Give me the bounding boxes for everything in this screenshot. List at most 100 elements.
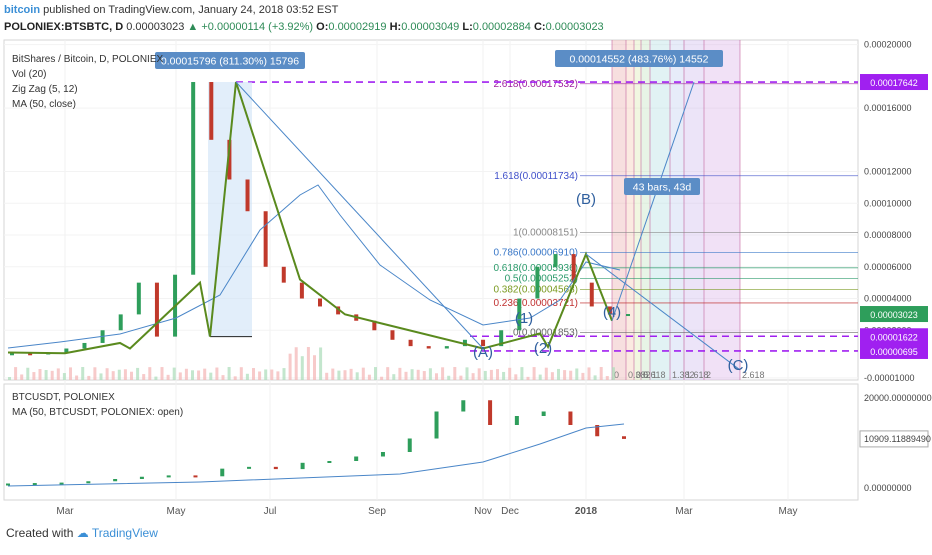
footer: Created with ☁ TradingView <box>6 526 158 540</box>
fib-time-zone <box>634 40 641 380</box>
price-candle <box>281 266 286 283</box>
open-value: 0.00002919 <box>328 21 387 33</box>
volume-bar <box>496 369 499 380</box>
btc-candle <box>139 476 144 479</box>
volume-bar <box>587 367 591 380</box>
volume-bar <box>398 367 402 380</box>
x-tick-label: 2018 <box>575 506 598 517</box>
btc-candle <box>166 475 171 478</box>
volume-bar <box>447 375 451 380</box>
tradingview-brand[interactable]: TradingView <box>91 526 158 540</box>
volume-bar <box>459 375 463 380</box>
btc-candle <box>6 483 10 486</box>
volume-bar <box>87 375 91 380</box>
volume-bar <box>581 372 585 380</box>
legend-main-item: MA (50, close) <box>12 99 76 110</box>
wave-label: (A) <box>473 344 493 361</box>
author-name[interactable]: bitcoin <box>4 4 41 16</box>
low-label: L: <box>462 21 473 33</box>
btc-candle <box>461 400 466 412</box>
btc-candle <box>354 456 359 461</box>
volume-bar <box>32 372 36 380</box>
high-value: 0.00003049 <box>401 21 460 33</box>
price-candle <box>589 282 594 307</box>
price-change: +0.00000114 (+3.92%) <box>201 21 314 33</box>
price-candle <box>372 320 377 331</box>
fib-level-label: 0(0.00001853) <box>513 328 578 339</box>
volume-bar <box>532 367 536 380</box>
fib-time-label: 1.618 <box>686 370 709 380</box>
btc-candle <box>514 416 519 425</box>
fib-level-label: 2.618(0.00017532) <box>493 79 578 90</box>
measure-label: 0.00015796 (811.30%) 15796 <box>161 56 299 68</box>
measure-label: 0.00014552 (483.76%) 14552 <box>570 54 709 66</box>
price-candle <box>444 346 449 349</box>
ma-line <box>7 184 621 349</box>
volume-bar <box>56 368 60 380</box>
price-candle <box>553 254 558 267</box>
fib-level-label: 1.618(0.00011734) <box>494 171 578 182</box>
volume-bar <box>123 369 127 380</box>
projection-line <box>611 81 695 321</box>
btc-ma-line <box>7 423 625 487</box>
x-tick-label: Dec <box>501 506 519 517</box>
volume-bar <box>422 371 426 380</box>
volume-bar <box>380 376 384 380</box>
wave-label: (2) <box>534 340 552 357</box>
price-candle <box>118 314 123 331</box>
fib-time-zone <box>626 40 634 380</box>
volume-bar <box>221 375 225 380</box>
volume-bar <box>178 372 182 380</box>
x-tick-label: May <box>167 506 186 517</box>
fib-time-label: 1 <box>652 370 657 380</box>
volume-bar <box>20 374 24 380</box>
volume-bar <box>593 375 597 380</box>
volume-bar <box>75 375 79 380</box>
volume-bar <box>331 368 335 380</box>
fib-time-zone <box>641 40 650 380</box>
volume-bar <box>349 368 353 380</box>
volume-bar <box>435 373 438 380</box>
price-candle <box>390 330 395 340</box>
measure-label-bg <box>155 52 305 69</box>
btc-candle <box>113 479 118 482</box>
volume-bar <box>300 356 304 380</box>
volume-bar <box>93 367 97 380</box>
volume-bar <box>386 367 390 380</box>
price-candle <box>517 298 522 331</box>
price-candle <box>408 339 413 347</box>
price-candle <box>28 353 33 356</box>
volume-bar <box>325 372 329 380</box>
volume-bar <box>374 367 377 380</box>
volume-bar <box>99 373 103 380</box>
volume-bar <box>154 376 158 380</box>
volume-bar <box>319 347 323 380</box>
volume-bar <box>502 371 506 380</box>
price-label-bg <box>860 74 928 91</box>
legend-main-item: BitShares / Bitcoin, D, POLONIEX <box>12 54 163 65</box>
btc-candle <box>300 462 305 470</box>
btc-candle <box>434 411 439 439</box>
volume-bar <box>410 369 414 380</box>
volume-bar <box>306 347 310 380</box>
price-candle <box>499 330 504 347</box>
trend-line <box>585 253 741 371</box>
fib-time-zone <box>670 40 684 380</box>
volume-bar <box>136 367 140 380</box>
btc-candle <box>568 411 573 425</box>
btc-candle <box>488 400 493 425</box>
y-tick-label: 0.00012000 <box>864 167 912 177</box>
high-label: H: <box>389 21 402 33</box>
fib-time-label: 0.5 <box>636 370 649 380</box>
fib-level-label: 0.786(0.00006910) <box>493 247 578 258</box>
price-candle <box>626 314 630 317</box>
x-tick-label: Nov <box>474 506 492 517</box>
legend-main-item: Vol (20) <box>12 69 46 80</box>
volume-bar <box>160 367 164 380</box>
price-candle <box>481 339 486 347</box>
btc-candle <box>595 425 600 437</box>
volume-bar <box>38 369 42 380</box>
btc-candle <box>247 466 252 469</box>
y-tick-label: 0.00008000 <box>864 230 912 240</box>
volume-bar <box>69 367 72 380</box>
